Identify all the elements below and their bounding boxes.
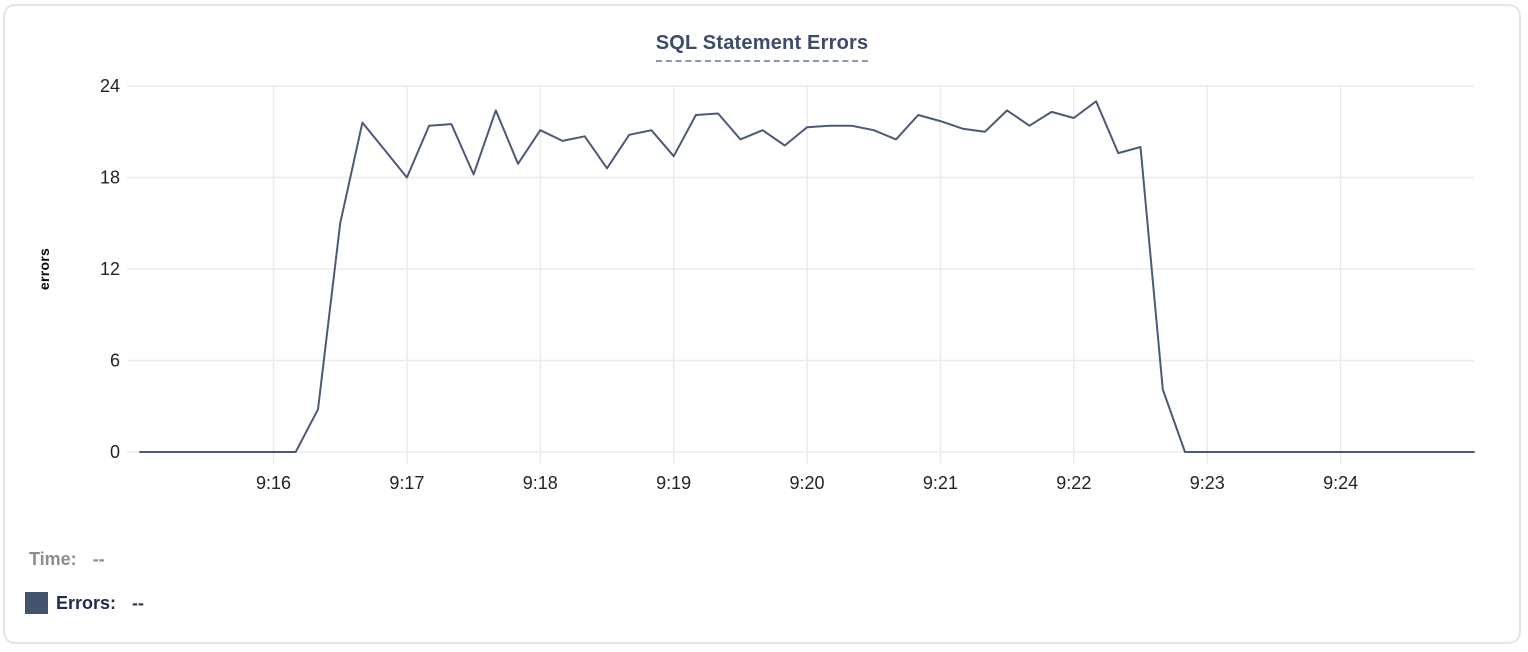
- y-tick-label: 6: [110, 351, 120, 371]
- y-axis-title: errors: [36, 248, 52, 290]
- y-tick-label: 18: [100, 168, 120, 188]
- chart-header: SQL Statement Errors: [5, 32, 1519, 62]
- errors-series-swatch: [25, 592, 48, 614]
- x-tick-label: 9:22: [1056, 473, 1091, 493]
- x-tick-label: 9:20: [790, 473, 825, 493]
- x-tick-label: 9:21: [923, 473, 958, 493]
- tooltip-errors-label: Errors:: [56, 593, 117, 613]
- x-tick-label: 9:16: [256, 473, 291, 493]
- x-tick-label: 9:18: [523, 473, 558, 493]
- chart-title[interactable]: SQL Statement Errors: [655, 32, 869, 62]
- tooltip-errors-row: Errors: --: [25, 592, 144, 614]
- tooltip-time-value: --: [92, 549, 105, 569]
- x-tick-label: 9:23: [1190, 473, 1225, 493]
- chart-card: SQL Statement Errors errors 0 6 12 18 24 9:16…: [3, 4, 1521, 644]
- y-tick-label: 0: [110, 442, 120, 462]
- x-tick-label: 9:17: [389, 473, 424, 493]
- chart-canvas[interactable]: errors 0 6 12 18 24 9:16 9:17 9:18 9:19 9:20 9:21 9…: [3, 4, 1521, 644]
- errors-line-series: [139, 100, 1475, 453]
- y-tick-label: 24: [100, 76, 120, 96]
- tooltip-errors-value: --: [132, 593, 145, 613]
- y-tick-label: 12: [100, 259, 120, 279]
- x-tick-label: 9:19: [656, 473, 691, 493]
- x-tick-label: 9:24: [1323, 473, 1358, 493]
- tooltip-time-row: Time: --: [29, 548, 105, 570]
- tooltip-time-label: Time:: [29, 549, 77, 569]
